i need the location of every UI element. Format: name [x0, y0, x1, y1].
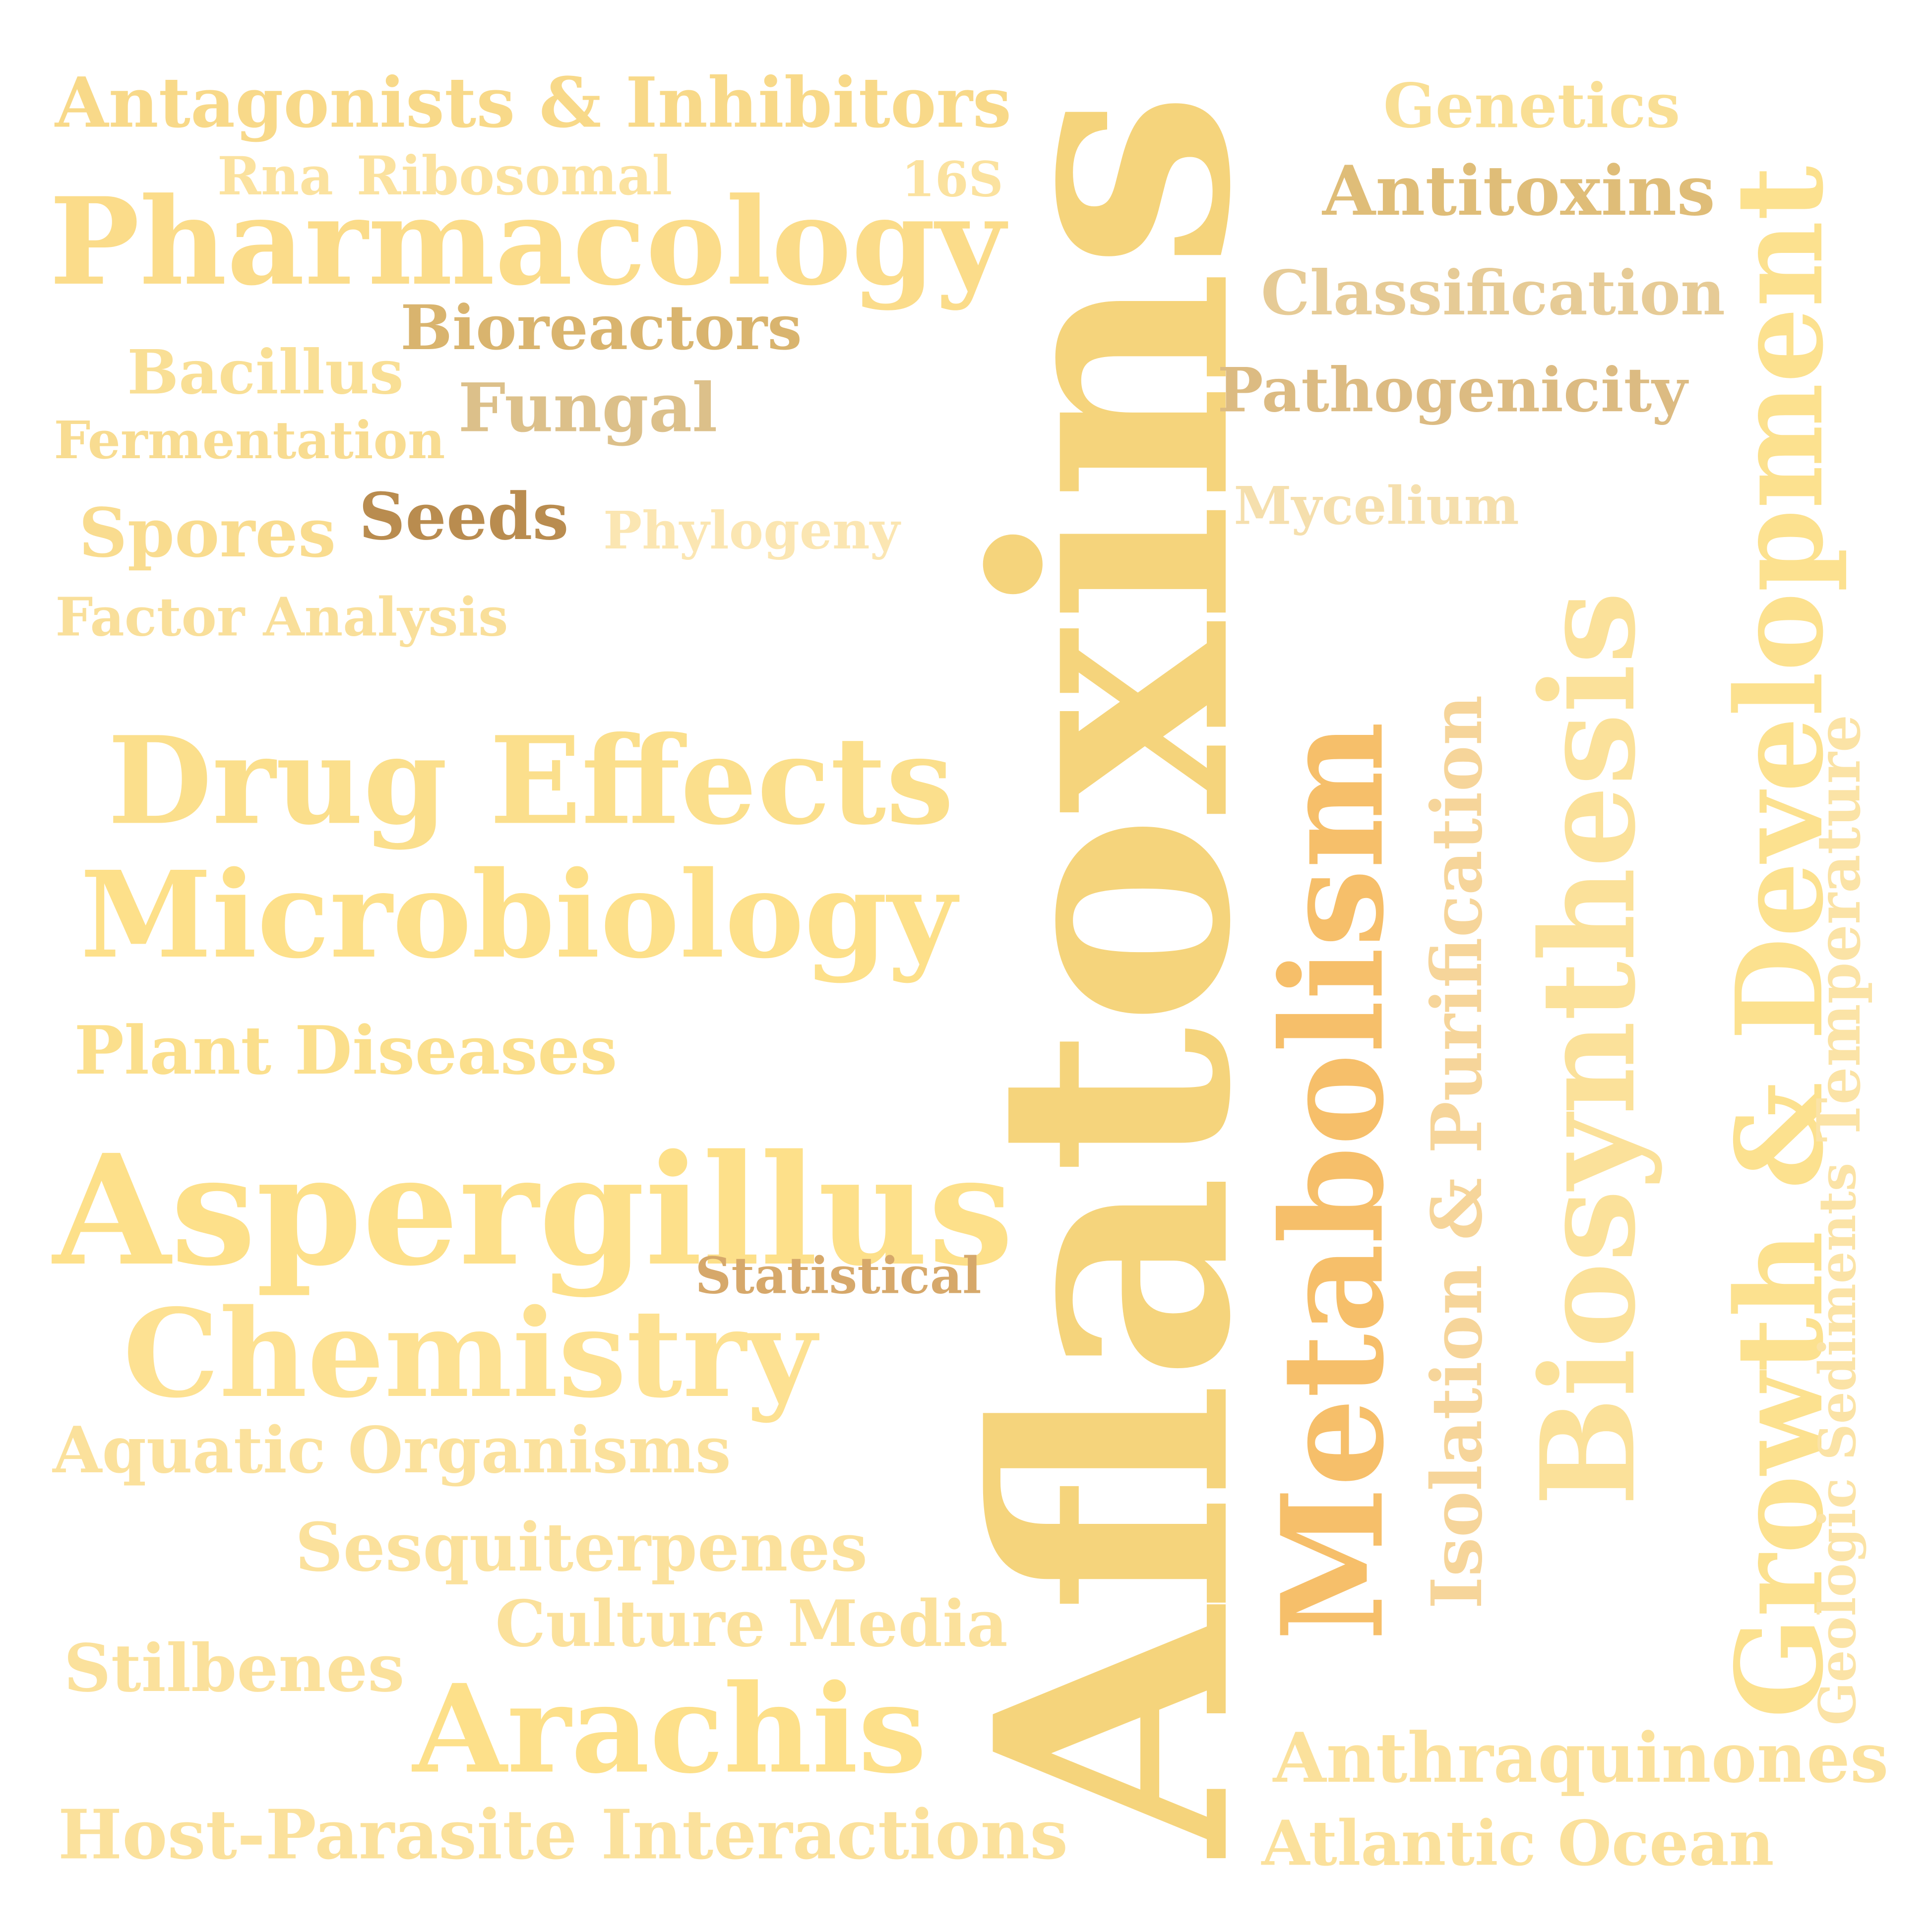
word-aquatic-organisms: Aquatic Organisms — [53, 1413, 731, 1488]
word-arachis: Arachis — [412, 1657, 927, 1801]
word-microbiology: Microbiology — [80, 845, 957, 985]
word-metabolism: Metabolism — [1251, 721, 1415, 1641]
word-ribosomal: Ribosomal — [356, 145, 673, 207]
word-fungal: Fungal — [458, 368, 718, 447]
word-atlantic-ocean: Atlantic Ocean — [1261, 1807, 1774, 1880]
word-classification: Classification — [1260, 257, 1726, 329]
word-mycelium: Mycelium — [1234, 475, 1519, 537]
word-drug-effects: Drug Effects — [107, 710, 954, 852]
word-genetics: Genetics — [1383, 70, 1681, 142]
word-pathogenicity: Pathogenicity — [1217, 355, 1687, 426]
word-antitoxins: Antitoxins — [1322, 150, 1716, 231]
word-temperature: Temperature — [1804, 714, 1874, 1143]
word-factor-analysis: Factor Analysis — [55, 586, 508, 649]
word-pharmacology: Pharmacology — [49, 172, 1005, 312]
word-geologic-sediments: Geologic Sediments — [1808, 1162, 1868, 1726]
word-culture-media: Culture Media — [495, 1587, 1008, 1661]
word-16s: 16S — [901, 151, 1003, 208]
word-rna: Rna — [217, 145, 333, 207]
word-biosynthesis: Biosynthesis — [1513, 591, 1664, 1507]
word-bacillus: Bacillus — [127, 337, 404, 409]
word-sesquiterpenes: Sesquiterpenes — [295, 1508, 868, 1586]
word-chemistry: Chemistry — [123, 1282, 817, 1425]
word-statistical: Statistical — [695, 1246, 982, 1305]
word-fermentation: Fermentation — [54, 410, 445, 471]
word-plant-diseases: Plant Diseases — [74, 1011, 618, 1089]
word-spores: Spores — [78, 493, 336, 573]
word-antagonists-inhibitors: Antagonists & Inhibitors — [55, 61, 1012, 143]
word-bioreactors: Bioreactors — [400, 292, 802, 364]
word-stilbenes: Stilbenes — [63, 1630, 405, 1707]
word-aspergillus: Aspergillus — [53, 1122, 1014, 1300]
word-phylogeny: Phylogeny — [603, 500, 900, 561]
word-isolation-purification: Isolation & Purification — [1417, 695, 1498, 1609]
word-anthraquinones: Anthraquinones — [1273, 1717, 1889, 1798]
word-seeds: Seeds — [359, 479, 569, 554]
word-host-parasite-interactions: Host-Parasite Interactions — [58, 1795, 1068, 1875]
